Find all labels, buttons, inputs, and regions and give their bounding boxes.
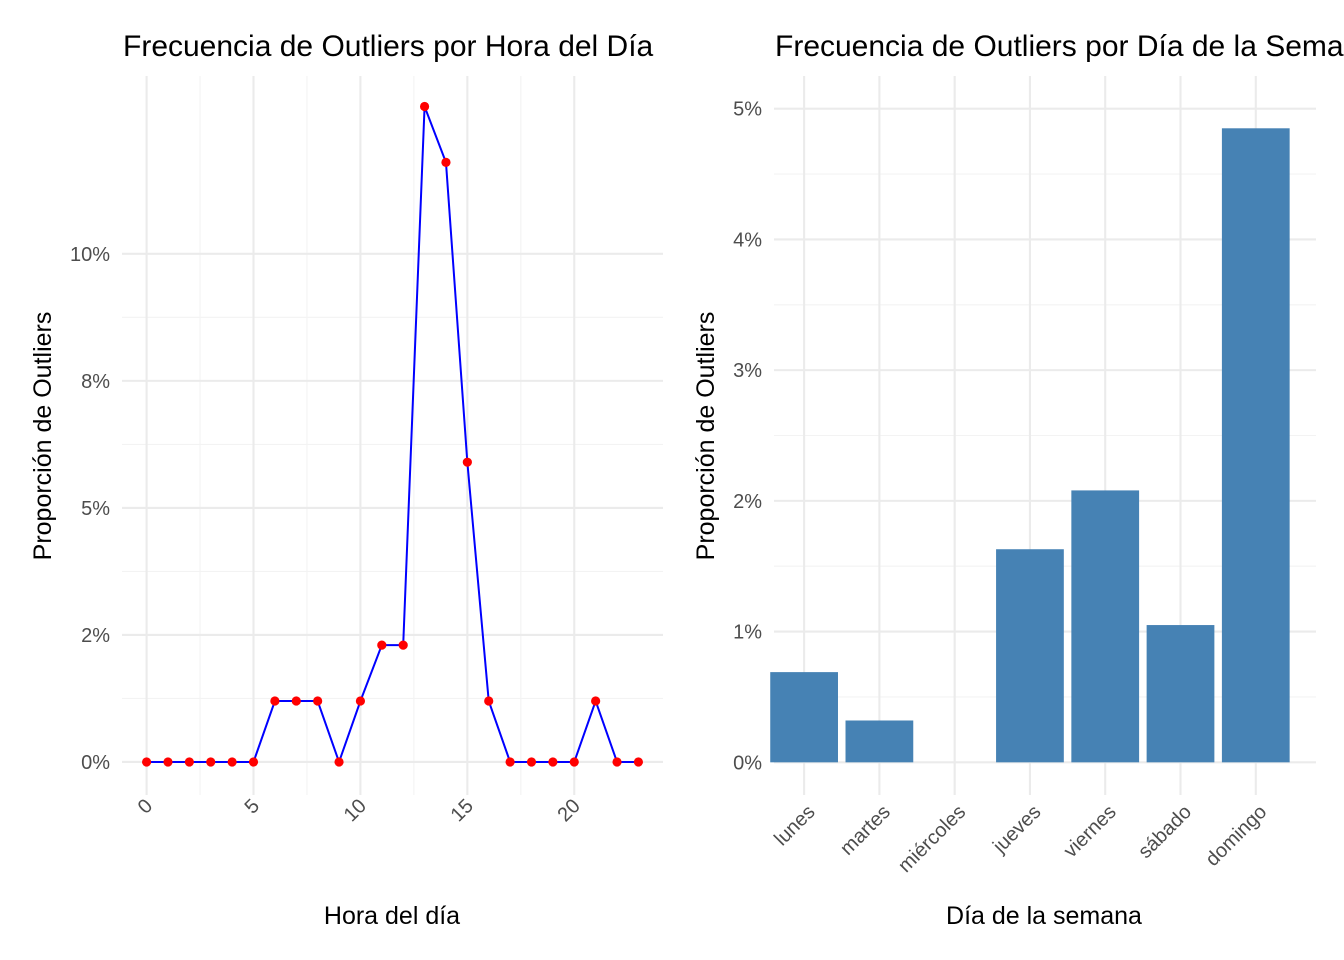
hourly-data-point (633, 757, 644, 767)
weekday-x-tick-label: martes (836, 801, 895, 860)
weekday-bar-sábado (1146, 625, 1215, 763)
hourly-x-tick-labels: 0 5 10 15 20 (134, 795, 585, 826)
hourly-data-point (377, 640, 387, 650)
hourly-data-point (313, 696, 323, 706)
hourly-outlier-points (141, 101, 644, 767)
hourly-grid (122, 76, 663, 795)
hourly-y-tick-label: 2% (81, 625, 110, 647)
weekday-x-tick-labels: lunes martes miércoles jueves viernes sábado d… (770, 801, 1271, 877)
hourly-data-point (484, 696, 494, 706)
weekday-x-tick-label: jueves (988, 801, 1045, 858)
hourly-x-tick-label: 0 (134, 795, 157, 818)
hourly-data-point (163, 757, 173, 767)
hourly-data-point (612, 757, 622, 767)
hourly-x-tick-label: 5 (241, 795, 264, 818)
hourly-data-point (398, 640, 408, 650)
hourly-data-point (462, 457, 472, 467)
hourly-data-point (334, 757, 344, 767)
hourly-data-point (526, 757, 537, 767)
hourly-data-point (441, 157, 451, 167)
hourly-data-point (184, 757, 194, 767)
hourly-data-point (227, 757, 237, 767)
hourly-data-point (291, 696, 301, 706)
weekday-x-tick-label: sábado (1134, 801, 1196, 863)
hourly-data-point (206, 757, 216, 767)
hourly-y-tick-label: 0% (81, 752, 110, 774)
hourly-data-point (591, 696, 601, 706)
weekday-x-tick-label: domingo (1202, 801, 1272, 871)
hourly-data-point (248, 757, 259, 767)
hourly-x-tick-label: 15 (447, 795, 478, 826)
weekday-x-tick-label: viernes (1060, 801, 1121, 862)
hourly-data-point (141, 757, 152, 767)
hourly-data-point (548, 757, 558, 767)
hourly-data-point (355, 696, 366, 706)
weekday-y-tick-label: 3% (733, 360, 762, 382)
hourly-data-point (419, 101, 430, 112)
hourly-y-tick-label: 10% (70, 244, 110, 266)
weekday-y-tick-label: 4% (733, 229, 762, 251)
hourly-chart-title: Frecuencia de Outliers por Hora del Día (123, 30, 654, 63)
hourly-data-point (569, 757, 579, 767)
weekday-y-tick-labels: 0% 1% 2% 3% 4% 5% (733, 99, 762, 775)
weekday-y-tick-label: 1% (733, 622, 762, 644)
hourly-x-axis-title: Hora del día (324, 902, 460, 930)
weekday-y-tick-label: 5% (733, 99, 762, 121)
weekday-y-axis-title: Proporción de Outliers (692, 312, 720, 561)
weekday-x-tick-label: lunes (770, 801, 819, 850)
weekday-outlier-panel: 0% 1% 2% 3% 4% 5% lunes martes miércoles jueves v… (692, 30, 1344, 930)
hourly-y-axis-title: Proporción de Outliers (29, 312, 57, 561)
hourly-data-point (270, 696, 280, 706)
hourly-outlier-panel: 0% 2% 5% 8% 10% 0 5 10 15 20 Frecuencia de Outli… (29, 30, 663, 930)
weekday-x-tick-label: miércoles (894, 801, 970, 877)
weekday-outlier-bars (770, 128, 1290, 763)
weekday-bar-lunes (770, 672, 838, 763)
weekday-chart-title: Frecuencia de Outliers por Día de la Sem… (775, 30, 1344, 63)
weekday-y-tick-label: 0% (733, 752, 762, 774)
weekday-bar-domingo (1221, 128, 1290, 763)
hourly-y-tick-label: 8% (81, 371, 110, 393)
hourly-data-point (505, 757, 515, 767)
weekday-y-tick-label: 2% (733, 491, 762, 513)
hourly-y-tick-labels: 0% 2% 5% 8% 10% (70, 244, 110, 774)
hourly-outlier-line (146, 106, 639, 765)
weekday-x-axis-title: Día de la semana (946, 902, 1142, 930)
hourly-x-tick-label: 10 (340, 795, 371, 826)
hourly-x-tick-label: 20 (554, 795, 585, 826)
hourly-y-tick-label: 5% (81, 498, 110, 520)
weekday-bar-martes (845, 720, 914, 763)
weekday-bar-jueves (996, 549, 1064, 763)
weekday-bar-viernes (1071, 490, 1140, 763)
